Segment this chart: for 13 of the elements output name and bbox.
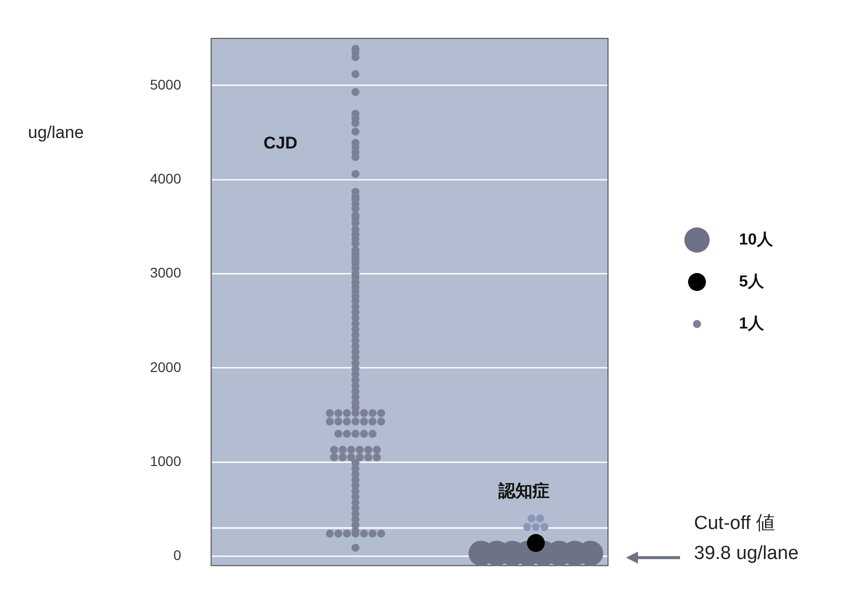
y-tick-label: 4000 bbox=[150, 170, 182, 186]
legend-label: 10人 bbox=[739, 230, 774, 248]
y-tick-label: 3000 bbox=[150, 264, 182, 281]
y-tick-label: 5000 bbox=[150, 76, 182, 92]
y-tick-label: 0 bbox=[173, 547, 182, 564]
y-tick-label: 1000 bbox=[150, 452, 182, 469]
y-axis-title: ug/lane bbox=[28, 122, 84, 142]
x-tick-label: CJD bbox=[263, 134, 298, 153]
y-tick-label: 2000 bbox=[150, 358, 182, 375]
text: Cut-off 値 39.8 ug/lane bbox=[694, 512, 799, 564]
legend-label: 5人 bbox=[739, 272, 765, 290]
x-tick-label: 認知症 bbox=[497, 481, 550, 500]
legend-label: 1人 bbox=[739, 314, 765, 332]
